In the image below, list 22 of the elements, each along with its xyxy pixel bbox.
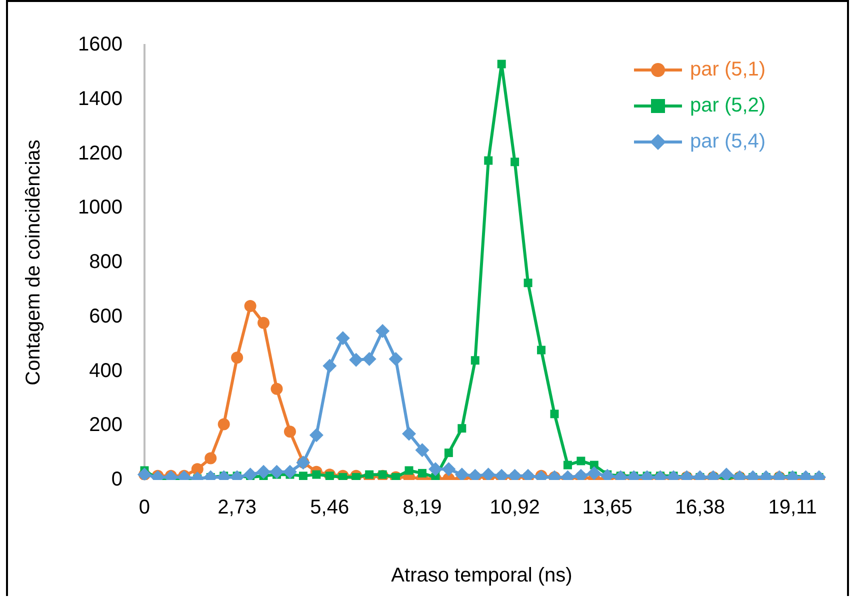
x-tick-label: 19,11: [768, 496, 817, 519]
y-tick-label: 0: [111, 468, 122, 491]
x-tick-label: 0: [138, 496, 150, 519]
x-tick-label: 8,19: [402, 496, 442, 519]
x-axis-title: Atraso temporal (ns): [391, 564, 572, 587]
y-axis-title: Contagem de coincidências: [22, 140, 45, 386]
y-tick-label: 200: [89, 414, 122, 436]
y-tick-label: 1000: [78, 196, 122, 219]
x-tick-label: 2,73: [218, 496, 257, 519]
legend-label: par (5,4): [690, 130, 766, 153]
x-tick-label: 16,38: [674, 496, 725, 519]
y-tick-label: 600: [89, 305, 122, 328]
x-tick-label: 10,92: [490, 496, 540, 519]
y-tick-label: 800: [89, 251, 122, 274]
y-tick-label: 400: [89, 360, 122, 382]
legend-label: par (5,2): [690, 94, 766, 117]
y-tick-label: 1200: [78, 142, 122, 164]
legend-label: par (5,1): [690, 58, 766, 81]
x-tick-label: 5,46: [310, 496, 350, 519]
x-tick-label: 13,65: [582, 496, 632, 519]
y-tick-label: 1400: [78, 88, 122, 110]
y-tick-label: 1600: [78, 34, 122, 56]
